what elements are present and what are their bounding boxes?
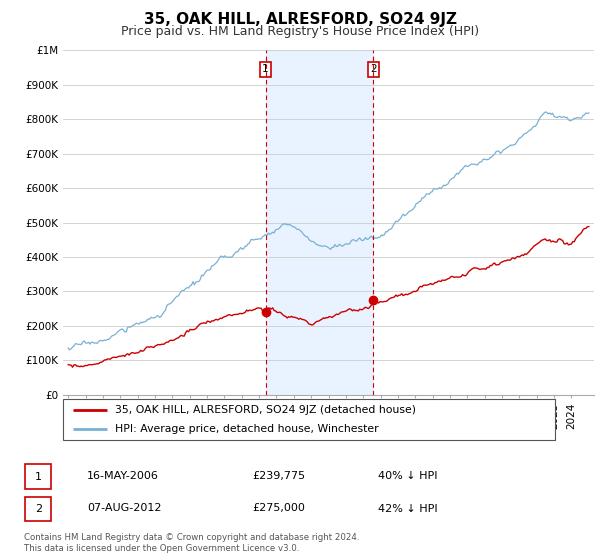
Text: Price paid vs. HM Land Registry's House Price Index (HPI): Price paid vs. HM Land Registry's House … — [121, 25, 479, 38]
Text: HPI: Average price, detached house, Winchester: HPI: Average price, detached house, Winc… — [115, 424, 378, 433]
Text: £275,000: £275,000 — [252, 503, 305, 514]
FancyBboxPatch shape — [25, 497, 52, 521]
FancyBboxPatch shape — [25, 464, 52, 489]
Text: 16-MAY-2006: 16-MAY-2006 — [87, 471, 159, 481]
Text: Contains HM Land Registry data © Crown copyright and database right 2024.
This d: Contains HM Land Registry data © Crown c… — [24, 533, 359, 553]
FancyBboxPatch shape — [63, 399, 555, 440]
Text: 1: 1 — [262, 64, 269, 74]
Text: £239,775: £239,775 — [252, 471, 305, 481]
Text: 35, OAK HILL, ALRESFORD, SO24 9JZ (detached house): 35, OAK HILL, ALRESFORD, SO24 9JZ (detac… — [115, 405, 416, 415]
Text: 35, OAK HILL, ALRESFORD, SO24 9JZ: 35, OAK HILL, ALRESFORD, SO24 9JZ — [143, 12, 457, 27]
Text: 1: 1 — [35, 472, 42, 482]
Text: 40% ↓ HPI: 40% ↓ HPI — [378, 471, 437, 481]
Text: 2: 2 — [35, 504, 42, 514]
Text: 42% ↓ HPI: 42% ↓ HPI — [378, 503, 437, 514]
Text: 2: 2 — [370, 64, 377, 74]
Bar — [266, 50, 373, 395]
Text: 07-AUG-2012: 07-AUG-2012 — [87, 503, 161, 514]
